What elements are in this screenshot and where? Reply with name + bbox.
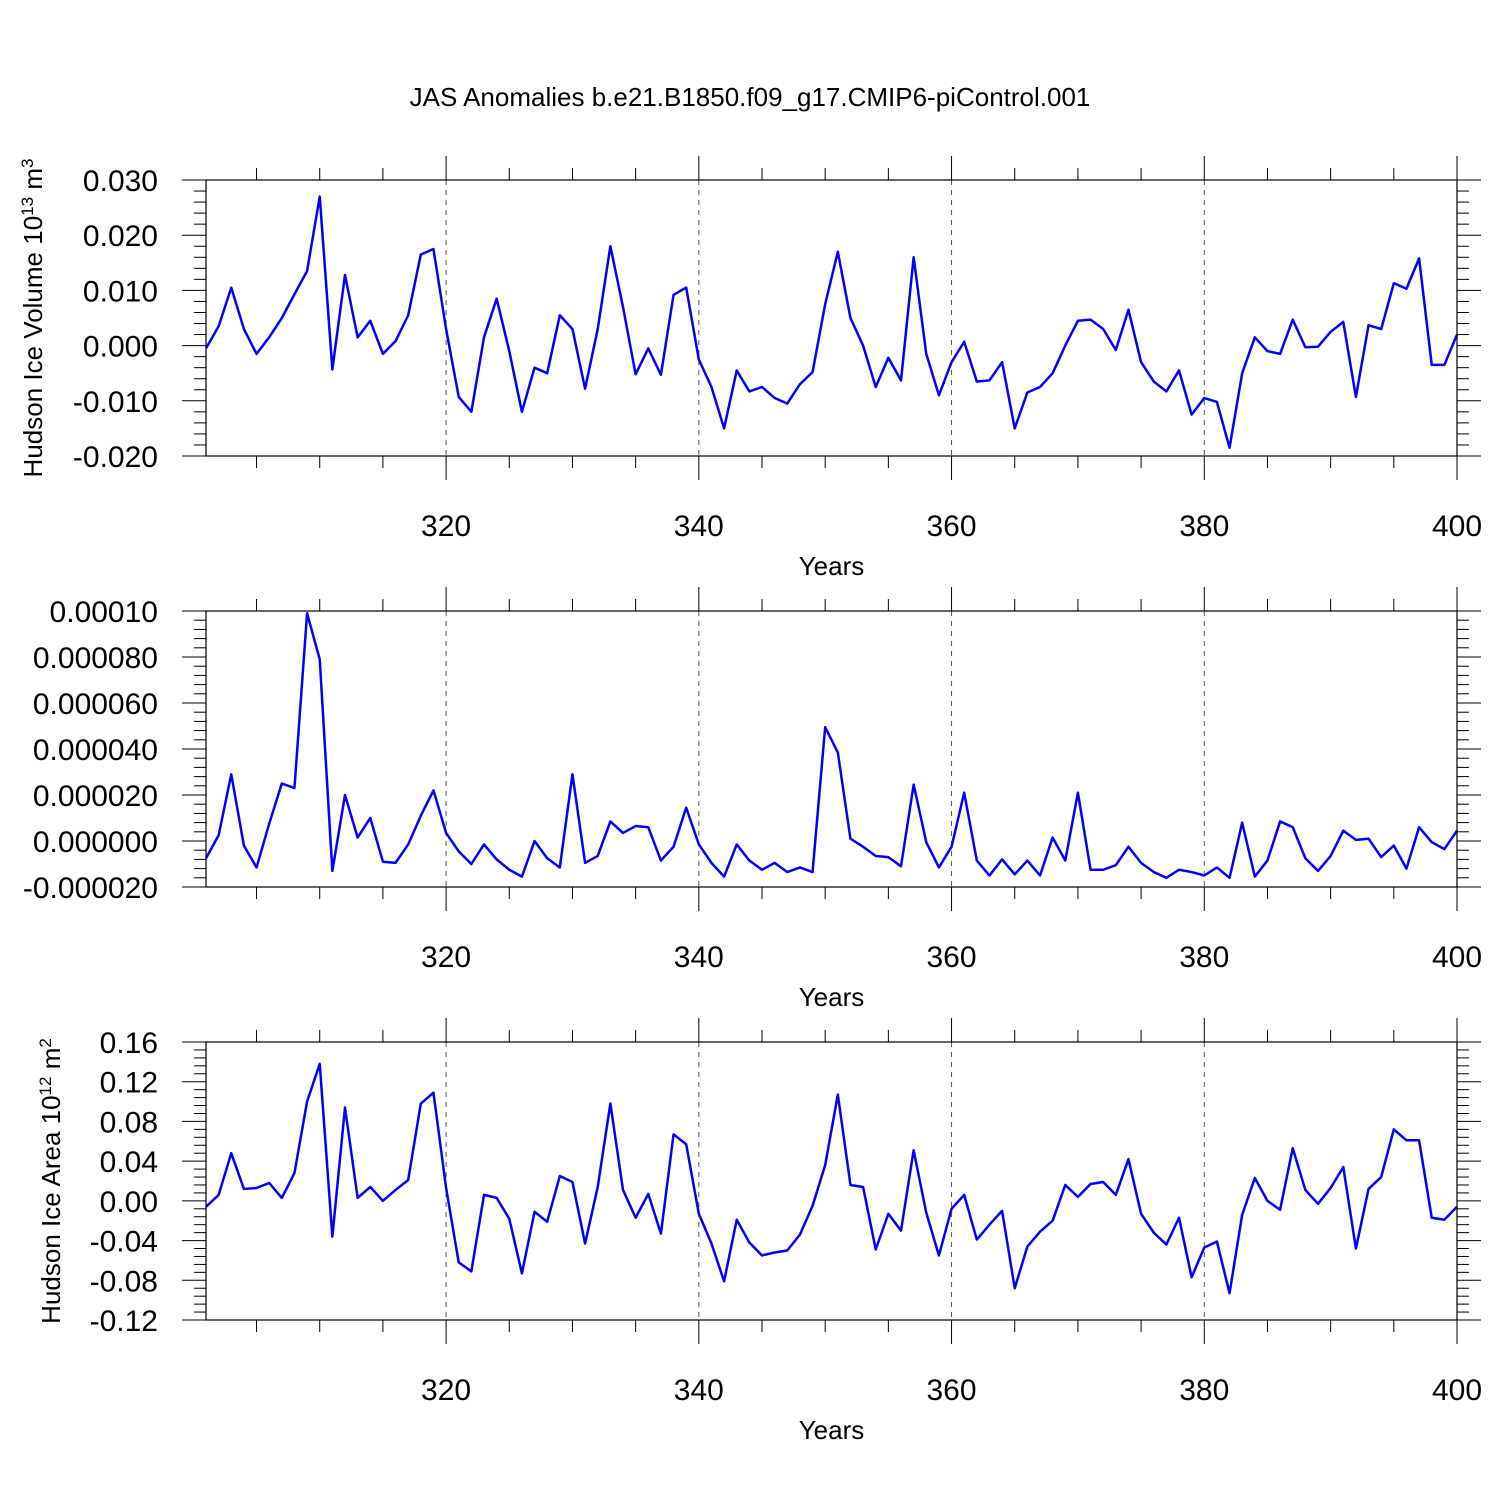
y-axis-label-unit-exponent: 3 — [18, 159, 37, 168]
x-tick-label: 380 — [1179, 510, 1229, 543]
y-tick-label: -0.08 — [90, 1265, 158, 1298]
x-tick-label: 360 — [927, 510, 977, 543]
panel-volume: 320 340 360 380 400 -0.020 -0.010 0.000 0.010 0.0… — [18, 156, 1482, 581]
x-axis-label: Years — [799, 982, 865, 1012]
plot-frame — [205, 610, 1458, 888]
series-line-series-2 — [204, 612, 1459, 880]
y-tick-label: 0.16 — [100, 1027, 158, 1060]
panel-middle: 320 340 360 380 400 -0.000020 0.000000 0.000020… — [23, 587, 1482, 1012]
x-tick-label: 380 — [1179, 941, 1229, 974]
x-tick-label: 320 — [421, 941, 471, 974]
y-tick-label: 0.04 — [100, 1146, 158, 1179]
x-tick-label: 340 — [674, 1374, 724, 1407]
plot-frame — [205, 1041, 1458, 1321]
figure-title: JAS Anomalies b.e21.B1850.f09_g17.CMIP6-… — [410, 82, 1091, 112]
y-tick-label: -0.04 — [90, 1226, 158, 1259]
y-axis-label-exponent: 12 — [36, 1077, 55, 1096]
y-axis-label-exponent: 13 — [18, 197, 37, 216]
x-axis-label: Years — [799, 551, 865, 581]
series-line-hudson-ice-volume — [204, 195, 1459, 449]
x-tick-label: 360 — [927, 1374, 977, 1407]
y-axis-label: Hudson Ice Area 1012 m2 — [36, 1038, 67, 1324]
x-tick-label: 400 — [1432, 941, 1482, 974]
x-axis-label: Years — [799, 1415, 865, 1445]
y-tick-label: 0.000040 — [33, 734, 158, 767]
y-tick-label: -0.12 — [90, 1305, 158, 1338]
y-tick-label: 0.000060 — [33, 688, 158, 721]
y-tick-label: 0.000000 — [33, 826, 158, 859]
plot-frame — [205, 179, 1458, 457]
y-tick-label: 0.030 — [83, 165, 158, 198]
y-tick-label: 0.010 — [83, 275, 158, 308]
x-tick-label: 340 — [674, 510, 724, 543]
y-axis-label: Hudson Ice Volume 1013 m3 — [18, 159, 49, 478]
y-axis-label-unit-exponent: 2 — [36, 1038, 55, 1047]
y-tick-label: 0.000020 — [33, 780, 158, 813]
series-line-hudson-ice-area — [205, 1062, 1458, 1295]
x-tick-label: 400 — [1432, 510, 1482, 543]
x-tick-label: 320 — [421, 510, 471, 543]
y-tick-label: 0.000080 — [33, 642, 158, 675]
y-tick-label: 0.08 — [100, 1106, 158, 1139]
y-axis-label-text: Hudson Ice Area 10 — [36, 1095, 66, 1323]
y-axis-label-text: Hudson Ice Volume 10 — [18, 216, 48, 478]
y-tick-label: 0.000 — [83, 331, 158, 364]
y-tick-label: 0.020 — [83, 220, 158, 253]
y-axis-label-unit: m — [36, 1048, 66, 1077]
y-tick-label: -0.000020 — [23, 872, 158, 905]
y-tick-label: 0.00 — [100, 1186, 158, 1219]
y-axis-label-unit: m — [18, 168, 48, 197]
y-tick-label: 0.00010 — [50, 596, 158, 629]
y-tick-label: -0.020 — [73, 441, 158, 474]
x-tick-label: 320 — [421, 1374, 471, 1407]
x-tick-label: 360 — [927, 941, 977, 974]
x-tick-label: 380 — [1179, 1374, 1229, 1407]
y-tick-label: -0.010 — [73, 386, 158, 419]
panel-area: 320 340 360 380 400 -0.12 -0.08 -0.04 0.00 0.04 0.… — [36, 1018, 1482, 1445]
x-tick-label: 340 — [674, 941, 724, 974]
x-tick-label: 400 — [1432, 1374, 1482, 1407]
y-tick-label: 0.12 — [100, 1067, 158, 1100]
